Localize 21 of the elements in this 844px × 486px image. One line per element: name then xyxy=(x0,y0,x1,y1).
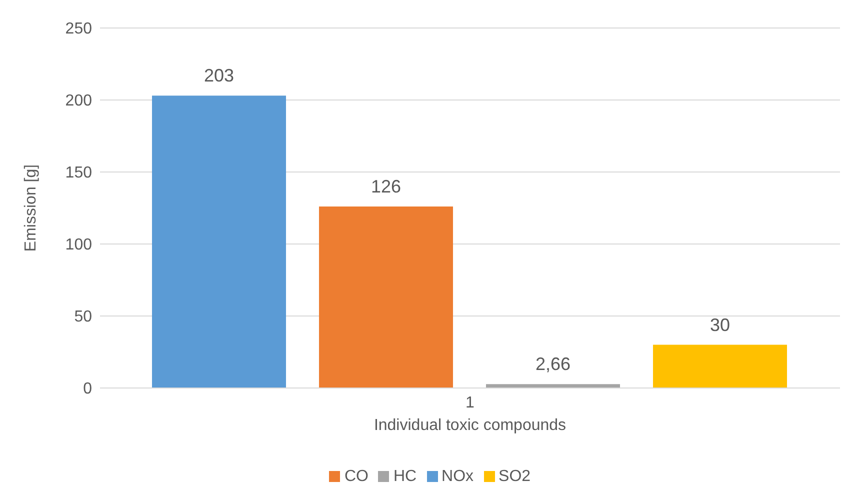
y-tick-label: 0 xyxy=(83,380,92,398)
y-tick-label: 250 xyxy=(65,20,92,38)
legend-label: SO2 xyxy=(498,468,531,485)
data-label: 30 xyxy=(710,314,730,335)
y-tick-label: 200 xyxy=(65,92,92,110)
bar xyxy=(152,96,286,388)
data-label: 2,66 xyxy=(535,354,571,374)
legend-label: NOx xyxy=(442,468,474,485)
legend-label: HC xyxy=(393,468,417,485)
bar xyxy=(486,384,620,388)
legend-label: CO xyxy=(344,468,368,485)
x-axis-title: Individual toxic compounds xyxy=(374,417,566,434)
data-label: 126 xyxy=(370,176,402,197)
y-tick-label: 150 xyxy=(65,164,92,182)
data-label: 203 xyxy=(204,66,234,86)
y-axis-title: Emission [g] xyxy=(22,164,40,252)
bar xyxy=(319,206,453,388)
y-tick-label: 50 xyxy=(74,308,92,326)
bar xyxy=(653,344,787,388)
x-tick-label: 1 xyxy=(466,394,475,412)
y-tick-label: 100 xyxy=(65,236,92,254)
